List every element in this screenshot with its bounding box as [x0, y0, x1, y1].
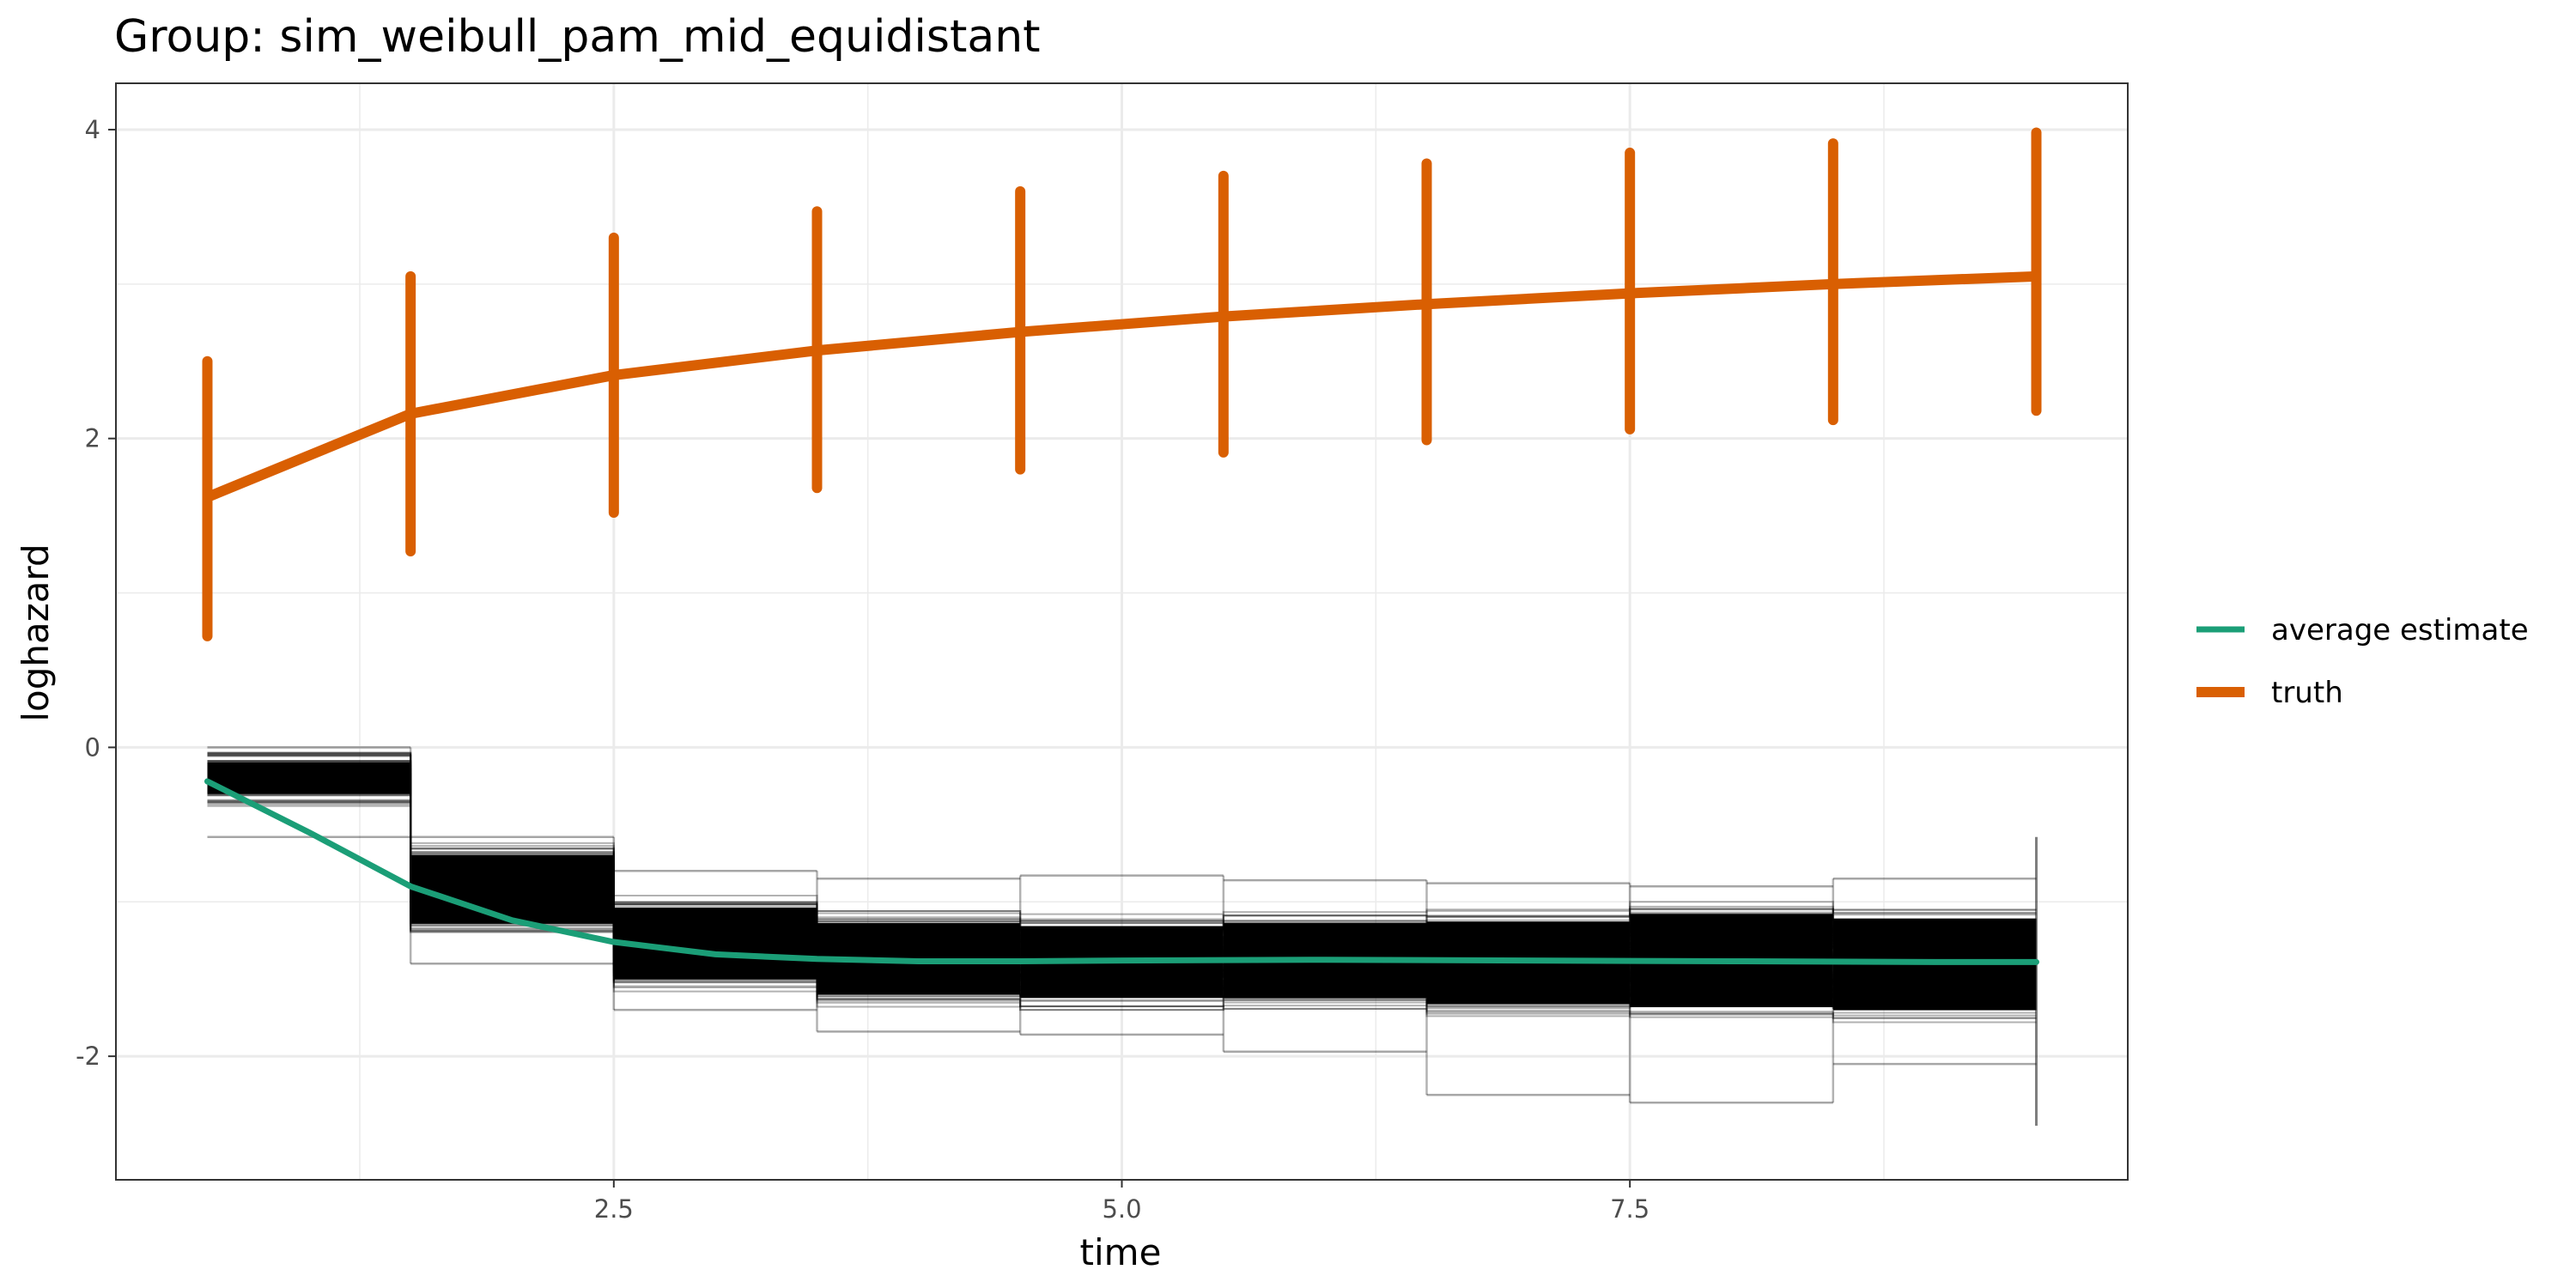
x-tick-label: 7.5: [1610, 1194, 1649, 1224]
replicate-estimate-line: [207, 754, 2037, 925]
x-tick-label: 5.0: [1102, 1194, 1141, 1224]
replicate-estimate-line: [207, 752, 2037, 925]
legend-label-truth: truth: [2271, 676, 2343, 710]
replicate-estimate-line: [207, 752, 2037, 923]
plot-panel: [115, 82, 2129, 1181]
x-axis: 2.5 5.0 7.5: [594, 1180, 1649, 1224]
replicate-estimate-line: [207, 751, 2037, 915]
y-axis: -2 0 2 4: [76, 115, 116, 1071]
average-estimate-line: [204, 778, 2039, 965]
y-tick-label: -2: [76, 1042, 100, 1071]
average-layer: [204, 778, 2039, 965]
y-tick-label: 4: [85, 115, 100, 144]
replicate-estimate-line: [207, 803, 2037, 1024]
truth-layer: [202, 127, 2042, 641]
y-axis-title: loghazard: [15, 544, 57, 721]
legend-label-average-estimate: average estimate: [2271, 613, 2529, 647]
replicate-estimate-line: [207, 801, 2037, 1015]
x-tick-label: 2.5: [594, 1194, 634, 1224]
chart-title: Group: sim_weibull_pam_mid_equidistant: [114, 11, 1041, 63]
y-tick-label: 0: [85, 732, 100, 762]
replicate-estimate-line: [207, 755, 2037, 922]
replicate-estimate-line: [207, 805, 2037, 1019]
y-tick-label: 2: [85, 424, 100, 453]
replicate-band-core: [207, 762, 411, 794]
replicate-band-core: [410, 854, 614, 924]
replicate-estimate-line: [207, 751, 2037, 920]
replicate-estimate-line: [207, 801, 2037, 1019]
legend: average estimate truth: [2196, 613, 2529, 710]
x-axis-title: time: [1080, 1231, 1162, 1273]
truth-line: [202, 270, 2042, 503]
